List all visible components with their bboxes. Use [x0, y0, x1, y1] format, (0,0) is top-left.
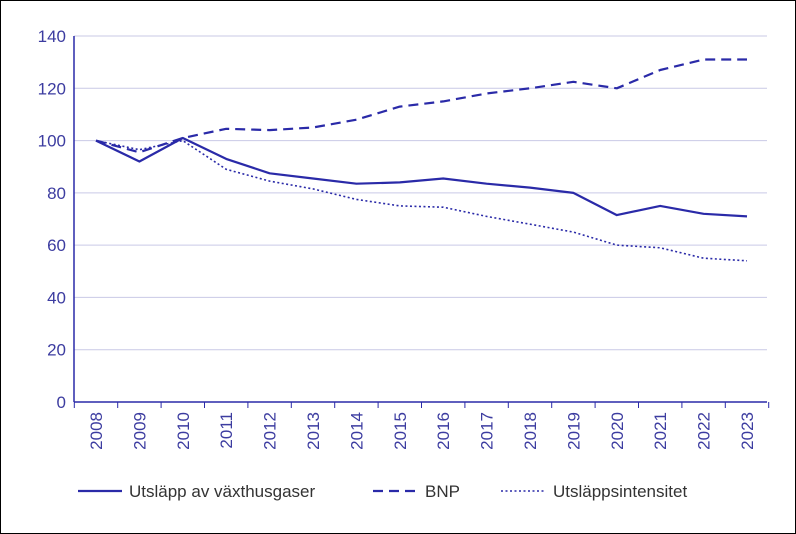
y-tick-label: 60 — [47, 236, 66, 255]
x-tick-label: 2009 — [130, 412, 149, 450]
x-tick-label: 2020 — [608, 412, 627, 450]
y-tick-label: 100 — [38, 132, 66, 151]
series-line-1 — [95, 136, 748, 218]
x-tick-label: 2011 — [217, 412, 236, 449]
x-tick-label: 2016 — [434, 412, 453, 450]
x-tick-label: 2017 — [478, 412, 497, 450]
gridlines — [74, 35, 767, 351]
x-tick-label: 2008 — [87, 412, 106, 450]
x-tick-label: 2013 — [304, 412, 323, 450]
x-tick-label: 2021 — [651, 412, 670, 450]
series-lines — [95, 58, 748, 262]
legend-label-1: Utsläpp av växthusgaser — [129, 482, 315, 501]
x-tick-label: 2010 — [174, 412, 193, 450]
legend-label-3: Utsläppsintensitet — [553, 482, 687, 501]
x-tick-label: 2023 — [738, 412, 757, 450]
y-tick-label: 40 — [47, 288, 66, 307]
x-tick-label: 2012 — [261, 412, 280, 450]
x-tick-label: 2019 — [564, 412, 583, 450]
x-tick-label: 2018 — [521, 412, 540, 450]
y-tick-label: 140 — [38, 27, 66, 46]
x-tick-label: 2015 — [391, 412, 410, 450]
legend: Utsläpp av växthusgaser BNP Utsläppsintens… — [78, 482, 687, 501]
x-tick-label: 2022 — [695, 412, 714, 450]
series-line-2 — [95, 58, 747, 154]
axes: 0 20 40 60 80 100 120 140 2008 2009 2010 2011 2012 20… — [38, 27, 770, 450]
y-tick-label: 0 — [57, 393, 66, 412]
y-tick-label: 80 — [47, 184, 66, 203]
x-tick-label: 2014 — [347, 412, 366, 450]
series-line-3 — [95, 139, 748, 262]
legend-label-2: BNP — [425, 482, 460, 501]
y-tick-label: 120 — [38, 79, 66, 98]
y-tick-label: 20 — [47, 341, 66, 360]
